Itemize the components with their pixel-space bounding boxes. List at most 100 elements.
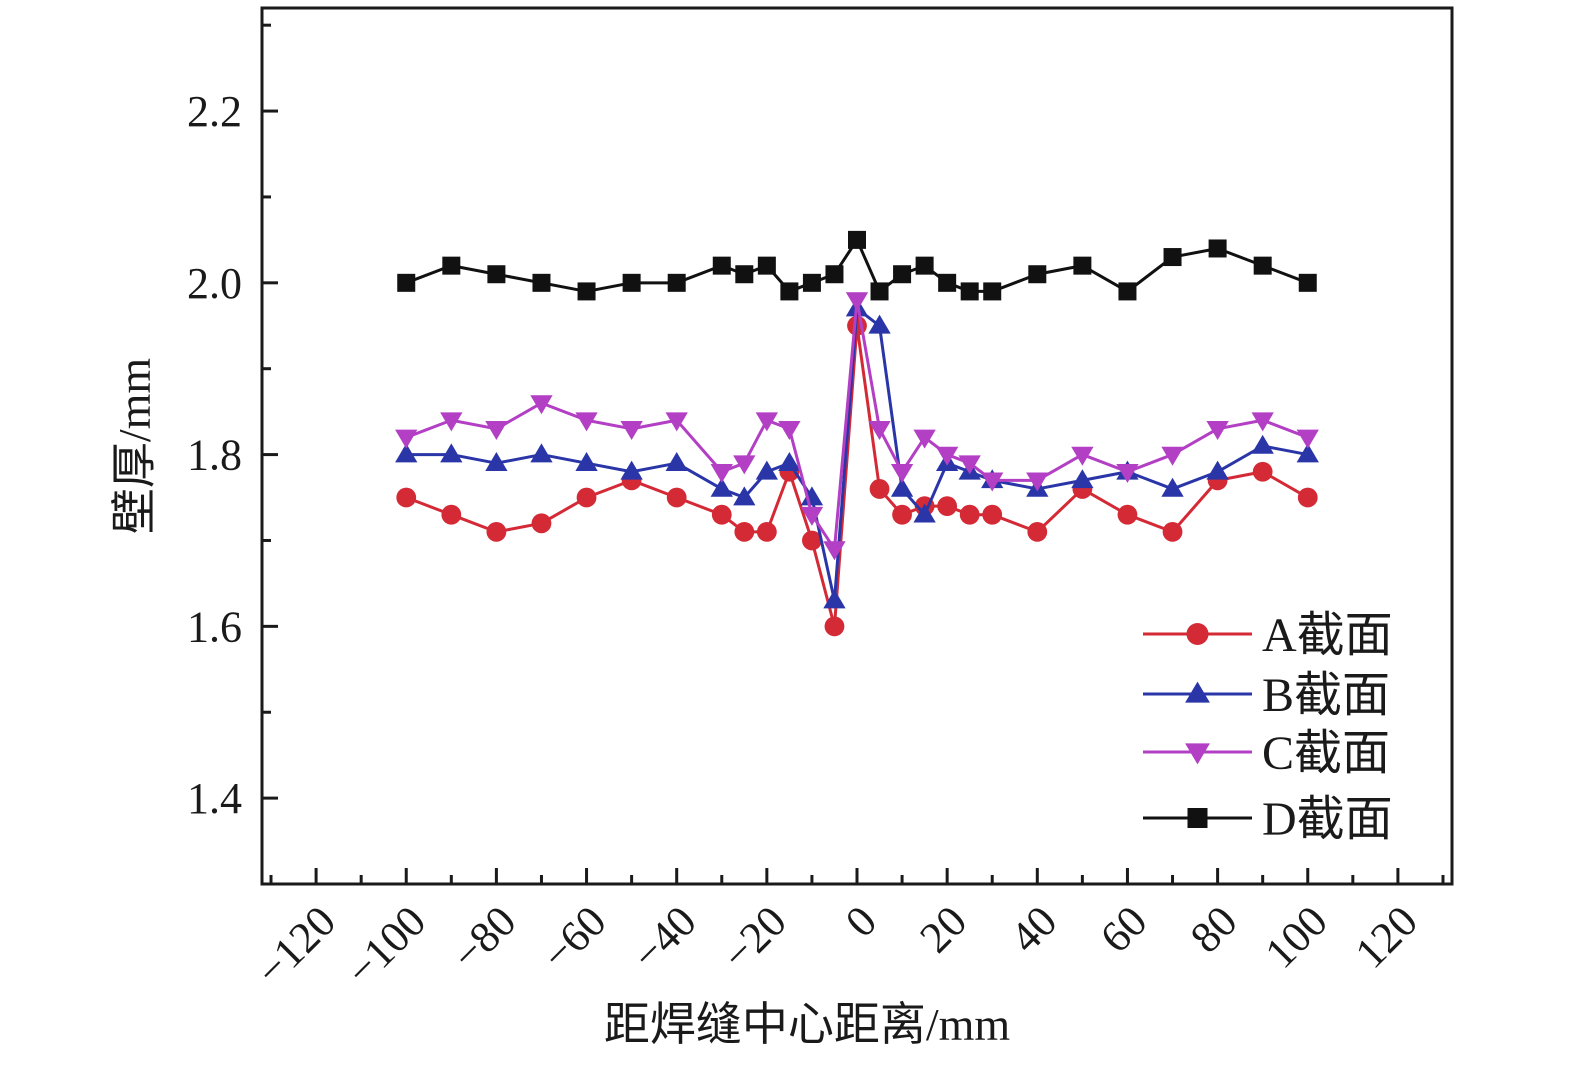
data-point bbox=[870, 282, 889, 301]
x-tick-label: 80 bbox=[1181, 896, 1247, 962]
data-point bbox=[893, 265, 912, 284]
data-point bbox=[800, 506, 824, 526]
x-tick-label: −80 bbox=[442, 896, 525, 979]
data-point bbox=[845, 292, 869, 312]
data-point bbox=[711, 504, 732, 525]
data-point bbox=[868, 421, 891, 440]
data-point bbox=[1028, 265, 1047, 284]
data-point bbox=[1206, 421, 1229, 440]
data-point bbox=[1251, 412, 1274, 432]
data-point bbox=[756, 521, 777, 542]
data-point bbox=[440, 443, 463, 463]
data-point bbox=[440, 412, 463, 432]
data-point bbox=[1206, 460, 1229, 480]
data-point bbox=[960, 282, 979, 301]
data-point bbox=[755, 412, 779, 432]
y-axis-title: 壁厚/mm bbox=[109, 358, 160, 535]
legend-item: A截面 bbox=[1143, 609, 1393, 662]
series-D截面 bbox=[397, 230, 1317, 301]
data-point bbox=[396, 487, 417, 508]
x-tick-label: 100 bbox=[1256, 896, 1337, 977]
data-point bbox=[1163, 248, 1182, 267]
data-point bbox=[666, 487, 687, 508]
series-line bbox=[405, 324, 1309, 628]
y-tick-label: 1.8 bbox=[187, 431, 242, 480]
y-tick-label: 1.6 bbox=[187, 602, 242, 651]
x-tick-label: 20 bbox=[910, 896, 976, 962]
x-axis-title: 距焊缝中心距离/mm bbox=[604, 999, 1011, 1050]
data-point bbox=[755, 460, 779, 480]
y-tick-label: 1.4 bbox=[187, 774, 242, 823]
data-point bbox=[868, 314, 891, 334]
data-point bbox=[487, 265, 506, 284]
data-point bbox=[733, 455, 756, 475]
data-point bbox=[1161, 446, 1184, 466]
data-point bbox=[958, 455, 981, 475]
x-tick-label: −100 bbox=[336, 896, 435, 995]
legend-item: D截面 bbox=[1143, 793, 1393, 846]
data-point bbox=[802, 273, 821, 292]
data-point bbox=[576, 487, 597, 508]
data-point bbox=[848, 230, 866, 249]
data-point bbox=[869, 479, 890, 499]
y-tick-label: 2.0 bbox=[187, 259, 242, 308]
data-point bbox=[665, 452, 688, 471]
data-point bbox=[915, 256, 934, 275]
data-point bbox=[575, 412, 598, 432]
data-point bbox=[937, 496, 958, 517]
legend-label: D截面 bbox=[1262, 793, 1393, 846]
data-point bbox=[890, 463, 914, 483]
data-point bbox=[1071, 469, 1094, 489]
data-point bbox=[913, 503, 936, 523]
data-point bbox=[778, 452, 801, 471]
data-series bbox=[395, 230, 1319, 637]
data-point bbox=[959, 504, 980, 525]
data-point bbox=[1251, 434, 1274, 454]
data-point bbox=[734, 521, 755, 542]
data-point bbox=[913, 429, 936, 449]
legend-marker bbox=[1187, 808, 1208, 828]
legend-item: B截面 bbox=[1143, 669, 1390, 722]
data-point bbox=[622, 273, 641, 292]
legend-marker bbox=[1185, 681, 1210, 703]
data-point bbox=[710, 477, 733, 497]
data-point bbox=[1026, 472, 1049, 492]
x-tick-label: 40 bbox=[1001, 896, 1067, 962]
data-point bbox=[667, 273, 686, 292]
data-point bbox=[800, 486, 824, 506]
data-point bbox=[665, 412, 688, 432]
data-point bbox=[395, 443, 418, 463]
data-point bbox=[823, 541, 846, 561]
data-point bbox=[577, 282, 596, 301]
data-point bbox=[1252, 461, 1273, 482]
data-point bbox=[530, 443, 553, 463]
data-point bbox=[485, 452, 508, 471]
data-point bbox=[1162, 521, 1183, 542]
x-tick-label: −60 bbox=[532, 896, 615, 979]
legend-label: C截面 bbox=[1262, 727, 1390, 780]
data-point bbox=[1298, 273, 1317, 292]
data-point bbox=[1071, 446, 1094, 466]
x-tick-label: 120 bbox=[1346, 896, 1427, 977]
data-point bbox=[1208, 239, 1227, 258]
legend-marker bbox=[1186, 623, 1209, 645]
data-point bbox=[735, 265, 754, 284]
data-point bbox=[935, 446, 959, 466]
data-point bbox=[532, 273, 551, 292]
data-point bbox=[575, 452, 598, 471]
data-point bbox=[1116, 463, 1139, 483]
data-point bbox=[620, 460, 643, 480]
data-point bbox=[395, 429, 418, 449]
data-point bbox=[780, 282, 799, 301]
data-point bbox=[1296, 443, 1319, 463]
x-tick-label: −20 bbox=[713, 896, 796, 979]
data-point bbox=[823, 589, 846, 609]
data-point bbox=[824, 616, 845, 637]
legend-label: B截面 bbox=[1262, 669, 1390, 722]
data-point bbox=[982, 504, 1003, 525]
series-C截面 bbox=[395, 292, 1319, 561]
data-point bbox=[442, 256, 461, 275]
data-point bbox=[397, 273, 416, 292]
data-point bbox=[531, 513, 552, 534]
